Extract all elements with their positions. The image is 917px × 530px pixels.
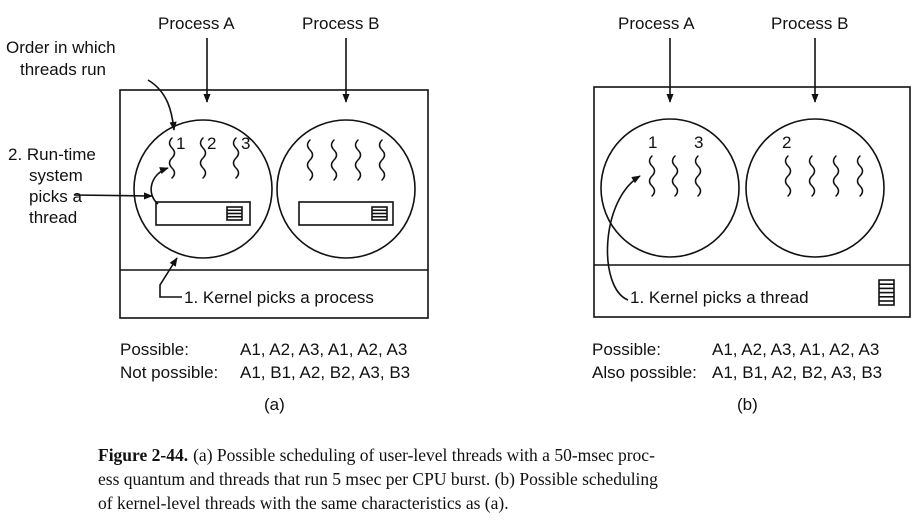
caption-line1: Figure 2-44. (a) Possible scheduling of u… <box>98 445 655 465</box>
alsopossible-seq-b: A1, B1, A2, B2, A3, B3 <box>712 363 882 382</box>
address-space-box <box>119 89 429 319</box>
process-b-label: Process B <box>302 14 379 33</box>
runtime-label-line1: 2. Run-time <box>8 145 96 164</box>
thread-b3 <box>832 155 840 197</box>
thread-number: 3 <box>241 134 250 153</box>
possible-label-b: Possible: <box>592 340 661 359</box>
process-a-circle <box>133 119 273 259</box>
thread-b4 <box>378 139 386 181</box>
alsopossible-label-b: Also possible: <box>592 363 697 382</box>
kernel-thread-table-icon <box>878 279 895 306</box>
sub-label-a: (a) <box>264 395 285 414</box>
figure-caption: Figure 2-44. (a) Possible scheduling of u… <box>98 445 658 513</box>
notpossible-seq-a: A1, B1, A2, B2, A3, B3 <box>240 363 410 382</box>
process-b-label: Process B <box>771 14 848 33</box>
process-a-label: Process A <box>158 14 235 33</box>
thread-b1 <box>784 155 792 197</box>
runtime-label-line4: thread <box>29 208 77 227</box>
thread-b3 <box>354 139 362 181</box>
process-b-circle <box>276 119 416 259</box>
possible-seq-a: A1, A2, A3, A1, A2, A3 <box>240 340 407 359</box>
thread-a1 <box>648 155 656 197</box>
kernel-pick-thread-arrow <box>606 175 641 301</box>
sub-label-b: (b) <box>737 395 758 414</box>
address-space-box <box>593 86 911 318</box>
panel-b: Process A Process B 1 3 2 1. Kernel pick… <box>592 14 911 414</box>
thread-b2 <box>330 139 338 181</box>
caption-line2: ess quantum and threads that run 5 msec … <box>98 469 658 489</box>
order-arrow <box>147 79 177 131</box>
runtime-system-box-a <box>155 201 251 226</box>
runtime-label-line3: picks a <box>29 187 82 206</box>
thread-a1 <box>168 137 176 179</box>
possible-seq-b: A1, A2, A3, A1, A2, A3 <box>712 340 879 359</box>
notpossible-label-a: Not possible: <box>120 363 218 382</box>
order-label-line2: threads run <box>20 60 106 79</box>
thread-b1 <box>306 139 314 181</box>
runtime-label-arrow <box>73 192 153 200</box>
kernel-pick-arrow <box>159 257 182 298</box>
thread-number: 1 <box>648 133 657 152</box>
thread-a3 <box>694 155 702 197</box>
thread-number: 2 <box>782 133 791 152</box>
runtime-label-line2: system <box>29 166 83 185</box>
thread-number: 2 <box>207 134 216 153</box>
process-b-circle <box>745 118 885 258</box>
kernel-picks-process-label: 1. Kernel picks a process <box>184 288 374 307</box>
thread-a2 <box>199 137 207 179</box>
runtime-system-box-b <box>298 201 394 226</box>
thread-b2 <box>808 155 816 197</box>
thread-a3 <box>232 137 240 179</box>
figure-label: Figure 2-44. <box>98 445 188 465</box>
order-label-line1: Order in which <box>6 38 116 57</box>
thread-a2 <box>671 155 679 197</box>
thread-table-icon-b <box>371 206 388 221</box>
caption-text-line1: (a) Possible scheduling of user-level th… <box>193 445 655 465</box>
thread-number: 1 <box>176 134 185 153</box>
possible-label-a: Possible: <box>120 340 189 359</box>
caption-line3: of kernel-level threads with the same ch… <box>98 493 509 513</box>
thread-number: 3 <box>694 133 703 152</box>
process-a-label: Process A <box>618 14 695 33</box>
thread-b4 <box>856 155 864 197</box>
panel-a: Process A Process B Order in which threa… <box>6 14 429 414</box>
runtime-pick-arrow <box>150 167 169 205</box>
thread-table-icon-a <box>226 206 243 221</box>
kernel-picks-thread-label: 1. Kernel picks a thread <box>630 288 809 307</box>
process-a-circle <box>600 118 740 258</box>
